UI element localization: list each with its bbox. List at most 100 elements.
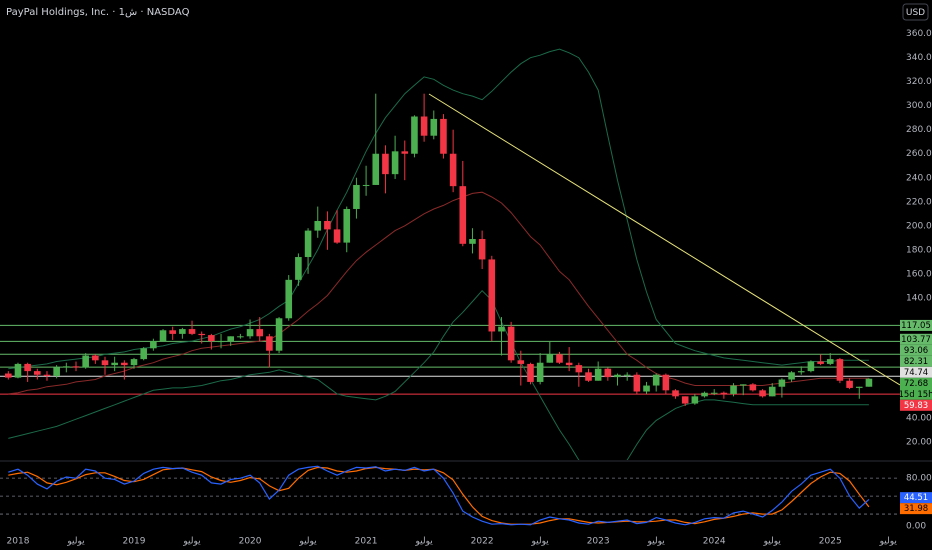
candle-body: [246, 329, 254, 337]
candle-body: [275, 318, 283, 351]
candle-body: [314, 220, 322, 231]
candle-body: [517, 360, 525, 364]
candle-body: [575, 365, 583, 373]
candle-body: [198, 333, 205, 336]
candle-body: [34, 371, 41, 375]
stoch-tick-label: 0.00: [906, 522, 926, 532]
stoch-d-label: 31.98: [904, 504, 928, 514]
currency[interactable]: USD: [906, 8, 925, 18]
price-label-box: [900, 366, 932, 378]
candle-body: [488, 259, 496, 332]
candle-body: [179, 329, 186, 334]
candle-body: [63, 366, 70, 368]
x-tick-label: يوليو: [879, 537, 898, 547]
candle-body: [382, 153, 389, 175]
candle-body: [681, 396, 689, 404]
stoch-k: [8, 465, 870, 526]
bollinger-basis: [8, 191, 869, 395]
candle-body: [536, 362, 544, 382]
candle-body: [585, 372, 592, 381]
candle-body: [817, 361, 824, 364]
candle-body: [140, 348, 147, 360]
candle-body: [353, 184, 360, 209]
trendline: [428, 93, 900, 386]
y-tick-label: 140.00: [906, 293, 932, 303]
candle-body: [556, 354, 563, 363]
candle-body: [478, 239, 486, 260]
y-tick-label: 160.00: [906, 269, 932, 279]
candle-body: [855, 386, 863, 388]
x-tick-label: 2025: [819, 537, 842, 547]
candle-body: [343, 208, 351, 243]
candle-body: [43, 374, 51, 376]
y-tick-label: 340.00: [906, 53, 932, 63]
y-tick-label: 280.00: [906, 125, 932, 135]
y-tick-label: 240.00: [906, 173, 932, 183]
candle-body: [788, 372, 795, 380]
candle-body: [672, 390, 679, 397]
price-label-box: [900, 319, 932, 331]
candle-body: [720, 392, 728, 394]
y-tick-label: 200.00: [906, 221, 932, 231]
candle-body: [411, 116, 418, 154]
candle-body: [72, 366, 80, 368]
candle-body: [826, 359, 834, 364]
level-label: 117.05: [901, 321, 931, 331]
candle-body: [111, 362, 118, 366]
bollinger-lower: [8, 289, 869, 460]
candle-body: [227, 336, 235, 342]
y-tick-label: 300.00: [906, 101, 932, 111]
candle-body: [372, 153, 380, 185]
price-label-box: [900, 503, 932, 515]
candle-body: [807, 361, 815, 372]
candle-body: [440, 118, 447, 154]
x-tick-label: يوليو: [531, 537, 550, 547]
candle-body: [527, 363, 534, 382]
candle-body: [401, 151, 409, 154]
axes: 20.00 40.00 140.00 160.00 180.00 200.00 220.00…: [7, 29, 932, 547]
candle-body: [101, 360, 109, 366]
candle-body: [92, 355, 99, 361]
level-label: 59.83: [904, 401, 928, 411]
candle-body: [865, 378, 873, 387]
candle-body: [188, 329, 196, 334]
candle-body: [295, 257, 302, 280]
candle-body: [304, 230, 312, 258]
price-label-box: [900, 333, 932, 345]
candle-body: [420, 116, 428, 136]
candle-body: [5, 373, 12, 378]
level-label: 103.77: [901, 335, 931, 345]
candle-body: [82, 355, 89, 368]
stoch-tick-label: 80.00: [906, 474, 932, 484]
price-label-box: [900, 355, 932, 367]
candle-body: [459, 186, 467, 244]
y-tick-label: 260.00: [906, 149, 932, 159]
currency-button[interactable]: [902, 3, 929, 21]
candle-body: [130, 359, 138, 366]
x-tick-label: 2021: [355, 537, 378, 547]
x-tick-label: 2022: [471, 537, 494, 547]
candle-body: [662, 374, 670, 391]
candle-body: [797, 371, 805, 373]
candle-body: [256, 329, 264, 337]
candle-body: [614, 374, 621, 378]
y-tick-label: 20.00: [906, 437, 932, 447]
price-label-box: [900, 492, 932, 504]
candle-body: [159, 330, 167, 342]
y-tick-label: 40.00: [906, 413, 932, 423]
candle-body: [565, 362, 573, 366]
candle-body: [237, 336, 244, 338]
candle-body: [208, 335, 215, 342]
y-tick-label: 180.00: [906, 245, 932, 255]
x-tick-label: يوليو: [298, 537, 317, 547]
stoch-k-label: 44.51: [904, 493, 928, 503]
candle-body: [430, 118, 438, 136]
candle-body: [24, 363, 31, 372]
candle-body: [643, 385, 650, 392]
x-tick-label: يوليو: [414, 537, 433, 547]
candle-body: [759, 390, 766, 397]
candle-body: [730, 385, 737, 394]
y-tick-label: 220.00: [906, 197, 932, 207]
price-label-box: [900, 344, 932, 356]
candle-body: [217, 341, 225, 343]
